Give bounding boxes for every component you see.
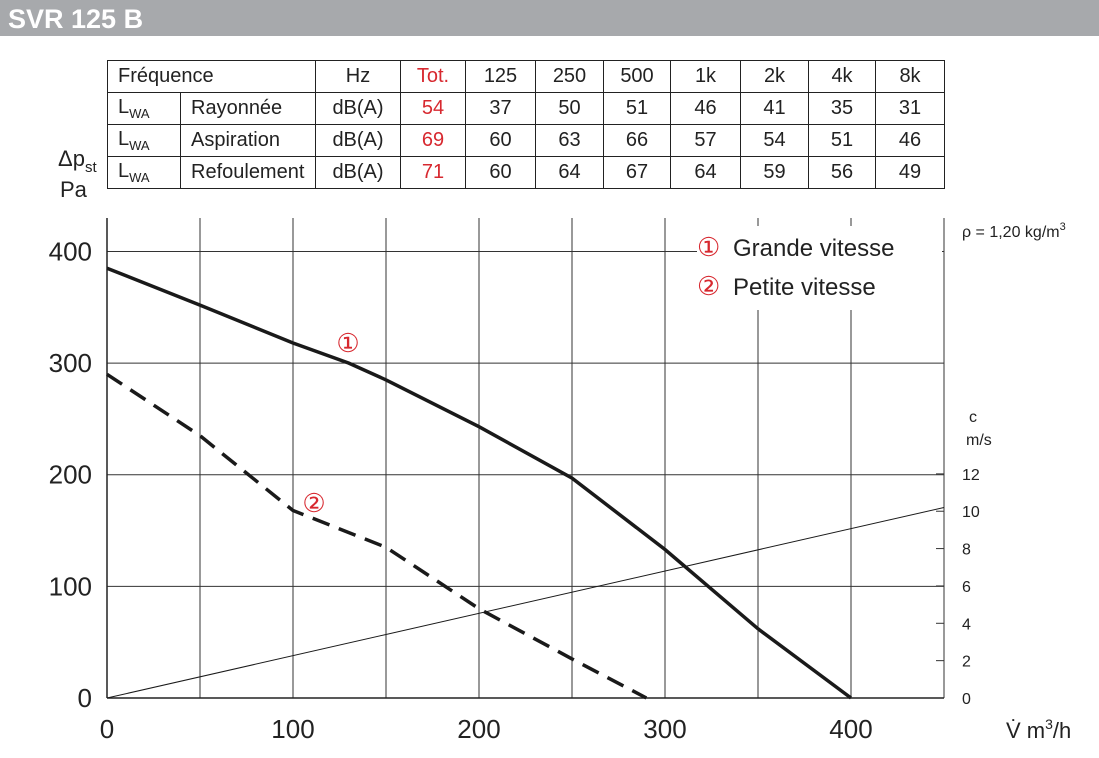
y-label-sub: st [85, 159, 98, 176]
legend: ① Grande vitesse ② Petite vitesse [697, 226, 942, 310]
density-sup: 3 [1060, 221, 1066, 233]
value-cell: 46 [875, 124, 945, 157]
header-title: SVR 125 B [8, 4, 143, 34]
legend-marker: ② [697, 271, 720, 301]
value-cell: 31 [875, 92, 945, 125]
value-cell: 51 [808, 124, 876, 157]
lwa-cell: LWA [107, 156, 181, 189]
value-cell: 56 [808, 156, 876, 189]
header-cell: 1k [670, 60, 741, 93]
y-tick-label: 300 [49, 348, 92, 378]
header-cell: 250 [535, 60, 604, 93]
sound-table: Fréquence Hz Tot. 125 250 500 1k 2k 4k 8k LWA Rayon… [107, 60, 945, 189]
value-cell: 63 [535, 124, 604, 157]
header-cell: Fréquence [107, 60, 316, 93]
unit-cell: dB(A) [315, 124, 401, 157]
y2-axis-unit: m/s [966, 432, 992, 449]
table-row: LWA Refoulement dB(A) 71 60 64 67 64 59 56 49 [107, 156, 945, 189]
y-axis-unit: Pa [60, 177, 88, 202]
x-tick-label: 300 [643, 714, 686, 744]
lwa-sub: WA [129, 170, 150, 185]
table-row: Fréquence Hz Tot. 125 250 500 1k 2k 4k 8k [107, 60, 945, 93]
lwa-sub: WA [129, 106, 150, 121]
row-label: Aspiration [180, 124, 316, 157]
value-cell: 50 [535, 92, 604, 125]
value-cell: 35 [808, 92, 876, 125]
table-row: LWA Rayonnée dB(A) 54 37 50 51 46 41 35 31 [107, 92, 945, 125]
lwa: L [118, 160, 130, 182]
curve-marker: ① [336, 328, 359, 358]
x-tick-label: 100 [271, 714, 314, 744]
x-label-end: /h [1053, 718, 1071, 743]
x-tick-label: 200 [457, 714, 500, 744]
legend-marker: ① [697, 232, 720, 262]
value-cell: 37 [465, 92, 536, 125]
total-cell: 69 [400, 124, 466, 157]
unit-cell: dB(A) [315, 92, 401, 125]
value-cell: 57 [670, 124, 741, 157]
row-label: Rayonnée [180, 92, 316, 125]
value-cell: 51 [603, 92, 671, 125]
header-cell: 4k [808, 60, 876, 93]
x-axis-label: V̇ m3/h [1006, 716, 1071, 743]
curve-marker: ② [302, 488, 325, 518]
value-cell: 64 [670, 156, 741, 189]
y2-tick-label: 10 [962, 504, 980, 521]
value-cell: 41 [740, 92, 809, 125]
x-tick-label: 0 [100, 714, 114, 744]
total-cell: 71 [400, 156, 466, 189]
x-label-main: V̇ m [1006, 718, 1045, 743]
header-cell: 500 [603, 60, 671, 93]
value-cell: 67 [603, 156, 671, 189]
value-cell: 60 [465, 156, 536, 189]
header-cell: 125 [465, 60, 536, 93]
value-cell: 66 [603, 124, 671, 157]
value-cell: 59 [740, 156, 809, 189]
header-bar [0, 0, 1099, 36]
curve [106, 372, 648, 700]
density-main: ρ = 1,20 kg/m [962, 224, 1060, 241]
y-tick-label: 200 [49, 460, 92, 490]
y2-axis-label: c [969, 409, 977, 426]
lwa-cell: LWA [107, 92, 181, 125]
y2-tick-label: 0 [962, 691, 971, 708]
y-tick-label: 100 [49, 571, 92, 601]
legend-label: Petite vitesse [733, 274, 876, 301]
header-cell: 2k [740, 60, 809, 93]
header-cell: 8k [875, 60, 945, 93]
y2-tick-label: 2 [962, 654, 971, 671]
header-cell: Tot. [400, 60, 466, 93]
velocity-line [106, 507, 945, 699]
legend-label: Grande vitesse [733, 235, 894, 262]
value-cell: 54 [740, 124, 809, 157]
value-cell: 46 [670, 92, 741, 125]
lwa: L [118, 96, 130, 118]
table-row: LWA Aspiration dB(A) 69 60 63 66 57 54 51 46 [107, 124, 945, 157]
y2-tick-label: 6 [962, 579, 971, 596]
y-label-main: Δp [58, 146, 85, 171]
unit-cell: dB(A) [315, 156, 401, 189]
value-cell: 64 [535, 156, 604, 189]
density-label: ρ = 1,20 kg/m3 [962, 221, 1066, 241]
header-cell: Hz [315, 60, 401, 93]
curve [106, 266, 853, 700]
y2-tick-label: 4 [962, 616, 971, 633]
y-tick-label: 400 [49, 236, 92, 266]
value-cell: 49 [875, 156, 945, 189]
total-cell: 54 [400, 92, 466, 125]
value-cell: 60 [465, 124, 536, 157]
y2-tick-label: 12 [962, 467, 980, 484]
lwa-cell: LWA [107, 124, 181, 157]
x-label-sup: 3 [1045, 716, 1053, 732]
y2-tick-label: 8 [962, 542, 971, 559]
y-axis-label: Δpst [58, 146, 97, 176]
lwa-sub: WA [129, 138, 150, 153]
y-tick-label: 0 [78, 683, 92, 713]
row-label: Refoulement [180, 156, 316, 189]
lwa: L [118, 128, 130, 150]
legend-box [697, 226, 942, 310]
x-tick-label: 400 [829, 714, 872, 744]
